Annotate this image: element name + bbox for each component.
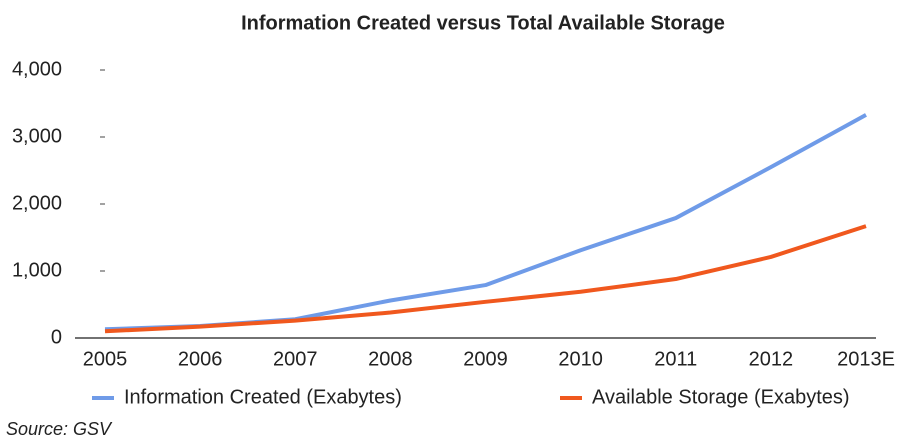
series-line bbox=[104, 113, 867, 332]
legend-label: Available Storage (Exabytes) bbox=[592, 386, 850, 408]
x-tick-label: 2010 bbox=[558, 348, 603, 370]
x-tick-label: 2007 bbox=[273, 348, 318, 370]
x-tick-label: 2011 bbox=[654, 348, 697, 370]
x-tick-label: 2008 bbox=[368, 348, 413, 370]
x-tick-label: 2006 bbox=[178, 348, 223, 370]
y-tick-label: 1,000 bbox=[12, 259, 62, 281]
legend-label: Information Created (Exabytes) bbox=[124, 386, 402, 408]
y-tick-label: 3,000 bbox=[12, 125, 62, 147]
x-tick-label: 2005 bbox=[83, 348, 128, 370]
y-tick-label: 4,000 bbox=[12, 58, 62, 80]
chart-title: Information Created versus Total Availab… bbox=[241, 12, 725, 34]
x-tick-label: 2013E bbox=[837, 348, 895, 370]
series-line bbox=[104, 224, 867, 334]
x-tick-label: 2009 bbox=[463, 348, 508, 370]
x-tick-label: 2012 bbox=[749, 348, 794, 370]
y-tick-label: 2,000 bbox=[12, 192, 62, 214]
source-note: Source: GSV bbox=[6, 419, 113, 439]
y-tick-label: 0 bbox=[51, 326, 62, 348]
